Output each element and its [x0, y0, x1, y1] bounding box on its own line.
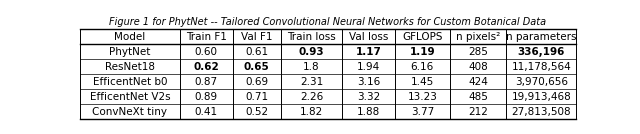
Text: 0.89: 0.89: [195, 92, 218, 102]
Text: 27,813,508: 27,813,508: [511, 107, 571, 117]
Text: 1.94: 1.94: [357, 62, 380, 72]
Text: 485: 485: [468, 92, 488, 102]
Text: 336,196: 336,196: [518, 47, 565, 57]
Text: 424: 424: [468, 77, 488, 87]
Text: 11,178,564: 11,178,564: [511, 62, 571, 72]
Text: PhytNet: PhytNet: [109, 47, 150, 57]
Text: 1.88: 1.88: [357, 107, 380, 117]
Text: Val F1: Val F1: [241, 32, 273, 42]
Text: 0.52: 0.52: [245, 107, 268, 117]
Text: 0.69: 0.69: [245, 77, 268, 87]
Text: EfficentNet V2s: EfficentNet V2s: [90, 92, 170, 102]
Text: Val loss: Val loss: [349, 32, 388, 42]
Text: Train loss: Train loss: [287, 32, 336, 42]
Text: 3.32: 3.32: [357, 92, 380, 102]
Text: EfficentNet b0: EfficentNet b0: [93, 77, 167, 87]
Text: 408: 408: [468, 62, 488, 72]
Text: Model: Model: [115, 32, 145, 42]
Text: 1.19: 1.19: [410, 47, 435, 57]
Text: 1.8: 1.8: [303, 62, 320, 72]
Text: 0.93: 0.93: [299, 47, 324, 57]
Text: n parameters: n parameters: [506, 32, 577, 42]
Text: 13.23: 13.23: [408, 92, 437, 102]
Text: 0.65: 0.65: [244, 62, 269, 72]
Text: Figure 1 for PhytNet -- Tailored Convolutional Neural Networks for Custom Botani: Figure 1 for PhytNet -- Tailored Convolu…: [109, 17, 547, 27]
Text: 1.17: 1.17: [356, 47, 381, 57]
Text: 0.71: 0.71: [245, 92, 268, 102]
Text: 3.16: 3.16: [357, 77, 380, 87]
Text: ConvNeXt tiny: ConvNeXt tiny: [92, 107, 168, 117]
Text: 3,970,656: 3,970,656: [515, 77, 568, 87]
Text: Train F1: Train F1: [186, 32, 227, 42]
Text: 0.60: 0.60: [195, 47, 218, 57]
Text: 212: 212: [468, 107, 488, 117]
Text: 0.41: 0.41: [195, 107, 218, 117]
Text: 19,913,468: 19,913,468: [511, 92, 571, 102]
Text: 0.62: 0.62: [193, 62, 219, 72]
Text: ResNet18: ResNet18: [105, 62, 155, 72]
Text: 0.61: 0.61: [245, 47, 268, 57]
Text: 1.45: 1.45: [411, 77, 434, 87]
Text: 0.87: 0.87: [195, 77, 218, 87]
Text: 1.82: 1.82: [300, 107, 323, 117]
Text: 6.16: 6.16: [411, 62, 434, 72]
Text: n pixels²: n pixels²: [456, 32, 500, 42]
Text: 2.31: 2.31: [300, 77, 323, 87]
Text: 285: 285: [468, 47, 488, 57]
Text: 3.77: 3.77: [411, 107, 434, 117]
Text: 2.26: 2.26: [300, 92, 323, 102]
Text: GFLOPS: GFLOPS: [402, 32, 443, 42]
